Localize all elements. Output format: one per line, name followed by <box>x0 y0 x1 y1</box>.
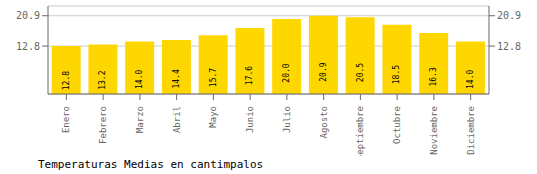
html-text:Temperaturas Medias en cantimp: Temperaturas Medias en cantimpalos <box>38 158 264 171</box>
svg-text:Agosto: Agosto <box>319 106 329 139</box>
svg-text:13.2: 13.2 <box>98 70 107 89</box>
svg-text:14.0: 14.0 <box>135 70 144 89</box>
svg-text:Junio: Junio <box>245 106 255 133</box>
svg-text:14.4: 14.4 <box>172 69 181 88</box>
svg-text:Marzo: Marzo <box>135 106 145 133</box>
svg-text:Noviembre: Noviembre <box>429 106 439 155</box>
svg-text:20.5: 20.5 <box>356 63 365 82</box>
svg-text:18.5: 18.5 <box>392 65 401 84</box>
svg-text:20.9: 20.9 <box>497 10 521 21</box>
svg-text:Febrero: Febrero <box>98 106 108 144</box>
svg-text:Julio: Julio <box>282 106 292 133</box>
svg-text:15.7: 15.7 <box>209 68 218 87</box>
svg-text:17.6: 17.6 <box>245 66 254 85</box>
svg-text:12.8: 12.8 <box>16 41 40 52</box>
svg-text:12.8: 12.8 <box>497 41 521 52</box>
svg-text:Diciembre: Diciembre <box>466 106 476 155</box>
svg-text:20.0: 20.0 <box>282 63 291 82</box>
svg-text:Septiembre: Septiembre <box>355 106 365 156</box>
svg-text:Enero: Enero <box>61 106 71 133</box>
svg-text:16.3: 16.3 <box>429 67 438 86</box>
svg-text:12.8: 12.8 <box>62 71 71 90</box>
svg-text:Mayo: Mayo <box>208 106 218 128</box>
svg-text:Abril: Abril <box>172 106 182 133</box>
svg-text:Octubre: Octubre <box>392 106 402 144</box>
svg-text:14.0: 14.0 <box>466 70 475 89</box>
svg-text:20.9: 20.9 <box>319 62 328 81</box>
svg-text:20.9: 20.9 <box>16 10 40 21</box>
